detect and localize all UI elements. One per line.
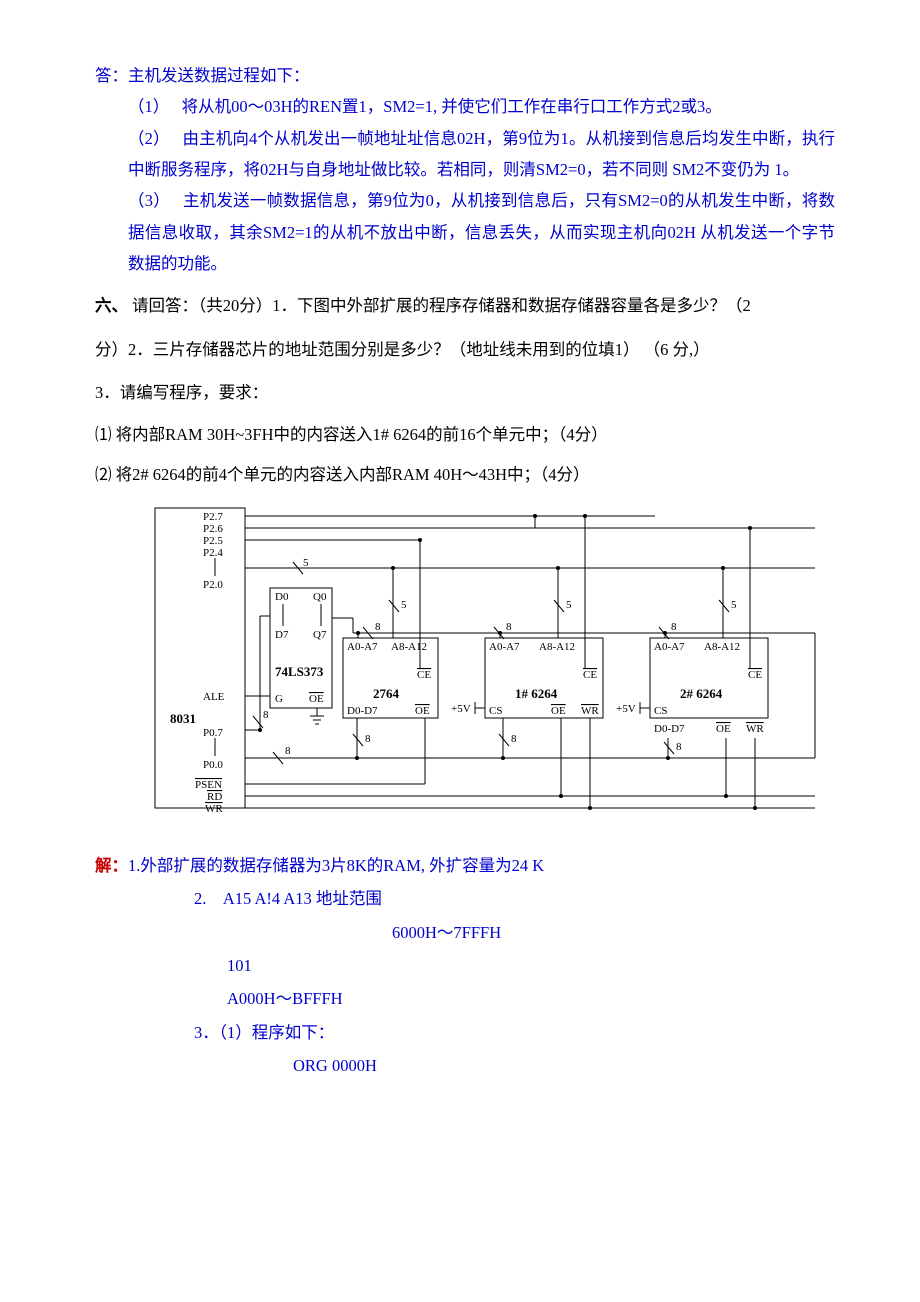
- svg-text:8: 8: [506, 621, 512, 633]
- svg-text:Q0: Q0: [313, 591, 327, 603]
- q6-line3: 3．请编写程序，要求：: [95, 383, 268, 402]
- q6-num: 六、: [95, 297, 128, 315]
- step3-text: 主机发送一帧数据信息，第9位为0，从机接到信息后，只有SM2=0的从机发生中断，…: [128, 191, 835, 273]
- svg-text:A8-A12: A8-A12: [391, 641, 427, 653]
- svg-text:ALE: ALE: [203, 691, 225, 703]
- svg-text:WR: WR: [205, 803, 223, 815]
- step-2: （2） 由主机向4个从机发出一帧地址址信息02H，第9位为1。从机接到信息后均发…: [95, 123, 835, 186]
- sol-range2: A000H～BFFFH: [227, 989, 343, 1008]
- question-6-line1: 六、请回答：（共20分）1．下图中外部扩展的程序存储器和数据存储器容量各是多少？…: [95, 289, 835, 323]
- question-6-line2: 分）2．三片存储器芯片的地址范围分别是多少？（地址线未用到的位填1） （6 分,…: [95, 333, 835, 366]
- svg-text:A0-A7: A0-A7: [654, 641, 685, 653]
- answer-block: 答：主机发送数据过程如下： （1） 将从机00～03H的REN置1，SM2=1,…: [95, 60, 835, 279]
- svg-text:PSEN: PSEN: [195, 779, 222, 791]
- sol-range1: 6000H～7FFFH: [392, 923, 501, 942]
- svg-text:74LS373: 74LS373: [275, 664, 324, 679]
- sol-line-1: 解：1.外部扩展的数据存储器为3片8K的RAM, 外扩容量为24 K: [95, 850, 835, 881]
- svg-text:WR: WR: [581, 705, 599, 717]
- sol-line-5: A000H～BFFFH: [95, 983, 835, 1014]
- step1-text: 将从机00～03H的REN置1，SM2=1, 并使它们工作在串行口工作方式2或3…: [182, 97, 722, 116]
- sol-org: ORG 0000H: [293, 1056, 377, 1075]
- sol-s2-label: 2.: [194, 889, 206, 908]
- q6-line2: 分）2．三片存储器芯片的地址范围分别是多少？（地址线未用到的位填1） （6 分,…: [95, 340, 710, 359]
- svg-text:P2.7: P2.7: [203, 511, 223, 523]
- q6-sub1-text: ⑴ 将内部RAM 30H~3FH中的内容送入1# 6264的前16个单元中；（4…: [95, 425, 608, 444]
- svg-text:1# 6264: 1# 6264: [515, 686, 558, 701]
- svg-text:8: 8: [285, 745, 291, 757]
- sol-line-2: 2. A15 A!4 A13 地址范围: [95, 883, 835, 914]
- step2-num: （2）: [128, 129, 170, 148]
- svg-text:8: 8: [671, 621, 677, 633]
- svg-text:5: 5: [566, 599, 572, 611]
- svg-text:8: 8: [263, 709, 269, 721]
- svg-text:CE: CE: [583, 669, 597, 681]
- step-3: （3） 主机发送一帧数据信息，第9位为0，从机接到信息后，只有SM2=0的从机发…: [95, 185, 835, 279]
- svg-text:8031: 8031: [170, 711, 196, 726]
- svg-text:RD: RD: [207, 791, 222, 803]
- svg-text:A0-A7: A0-A7: [489, 641, 520, 653]
- step3-num: （3）: [128, 191, 170, 210]
- svg-text:Q7: Q7: [313, 629, 327, 641]
- svg-text:OE: OE: [309, 693, 324, 705]
- sol-s3-label: 3．（1）程序如下：: [194, 1023, 334, 1042]
- svg-text:OE: OE: [415, 705, 430, 717]
- svg-text:+5V: +5V: [451, 703, 471, 715]
- svg-text:2764: 2764: [373, 686, 400, 701]
- svg-text:8: 8: [375, 621, 381, 633]
- sol-s1: 1.外部扩展的数据存储器为3片8K的RAM, 外扩容量为24 K: [128, 856, 544, 875]
- svg-text:5: 5: [401, 599, 407, 611]
- q6-sub2: ⑵ 将2# 6264的前4个单元的内容送入内部RAM 40H～43H中；（4分）: [95, 459, 835, 490]
- question-6-line3: 3．请编写程序，要求：: [95, 376, 835, 409]
- svg-text:P2.4: P2.4: [203, 547, 223, 559]
- svg-text:P2.6: P2.6: [203, 523, 223, 535]
- step1-num: （1）: [128, 97, 169, 116]
- svg-text:D0-D7: D0-D7: [347, 705, 378, 717]
- svg-text:+5V: +5V: [616, 703, 636, 715]
- sol-prefix: 解：: [95, 856, 128, 875]
- svg-text:8: 8: [676, 741, 682, 753]
- svg-text:WR: WR: [746, 723, 764, 735]
- svg-text:8: 8: [511, 733, 517, 745]
- svg-text:D0: D0: [275, 591, 289, 603]
- svg-text:CE: CE: [748, 669, 762, 681]
- q6-sub2-text: ⑵ 将2# 6264的前4个单元的内容送入内部RAM 40H～43H中；（4分）: [95, 465, 590, 484]
- bus5-root: 5: [293, 557, 309, 574]
- svg-text:P0.7: P0.7: [203, 727, 223, 739]
- answer-prefix: 答：: [95, 66, 128, 85]
- svg-text:OE: OE: [551, 705, 566, 717]
- svg-text:D7: D7: [275, 629, 289, 641]
- svg-text:A0-A7: A0-A7: [347, 641, 378, 653]
- svg-text:P0.0: P0.0: [203, 759, 223, 771]
- svg-text:5: 5: [731, 599, 737, 611]
- sol-line-6: 3．（1）程序如下：: [95, 1017, 835, 1048]
- solution-block: 解：1.外部扩展的数据存储器为3片8K的RAM, 外扩容量为24 K 2. A1…: [95, 850, 835, 1081]
- sol-line-4: 101: [95, 950, 835, 981]
- circuit-svg: .ln { stroke:#000; stroke-width:1; fill:…: [95, 498, 835, 838]
- svg-text:P2.0: P2.0: [203, 579, 223, 591]
- svg-text:A8-A12: A8-A12: [539, 641, 575, 653]
- sol-s2-cols: A15 A!4 A13 地址范围: [223, 889, 382, 908]
- answer-intro: 主机发送数据过程如下：: [128, 66, 310, 85]
- svg-text:D0-D7: D0-D7: [654, 723, 685, 735]
- svg-text:8: 8: [365, 733, 371, 745]
- step-1: （1） 将从机00～03H的REN置1，SM2=1, 并使它们工作在串行口工作方…: [95, 91, 835, 122]
- svg-text:CS: CS: [654, 705, 667, 717]
- svg-text:CE: CE: [417, 669, 431, 681]
- step2-text: 由主机向4个从机发出一帧地址址信息02H，第9位为1。从机接到信息后均发生中断，…: [128, 129, 835, 179]
- svg-text:2# 6264: 2# 6264: [680, 686, 723, 701]
- sol-line-3: 6000H～7FFFH: [95, 917, 835, 948]
- circuit-diagram: .ln { stroke:#000; stroke-width:1; fill:…: [95, 498, 835, 838]
- svg-text:OE: OE: [716, 723, 731, 735]
- svg-text:CS: CS: [489, 705, 502, 717]
- svg-text:A8-A12: A8-A12: [704, 641, 740, 653]
- q6-line1: 请回答：（共20分）1．下图中外部扩展的程序存储器和数据存储器容量各是多少？（2: [132, 296, 751, 315]
- q6-sub1: ⑴ 将内部RAM 30H~3FH中的内容送入1# 6264的前16个单元中；（4…: [95, 419, 835, 450]
- sol-line-7: ORG 0000H: [95, 1050, 835, 1081]
- svg-text:5: 5: [303, 557, 309, 569]
- svg-text:P2.5: P2.5: [203, 535, 223, 547]
- svg-text:G: G: [275, 693, 283, 705]
- answer-intro-line: 答：主机发送数据过程如下：: [95, 60, 835, 91]
- sol-bits: 101: [227, 956, 252, 975]
